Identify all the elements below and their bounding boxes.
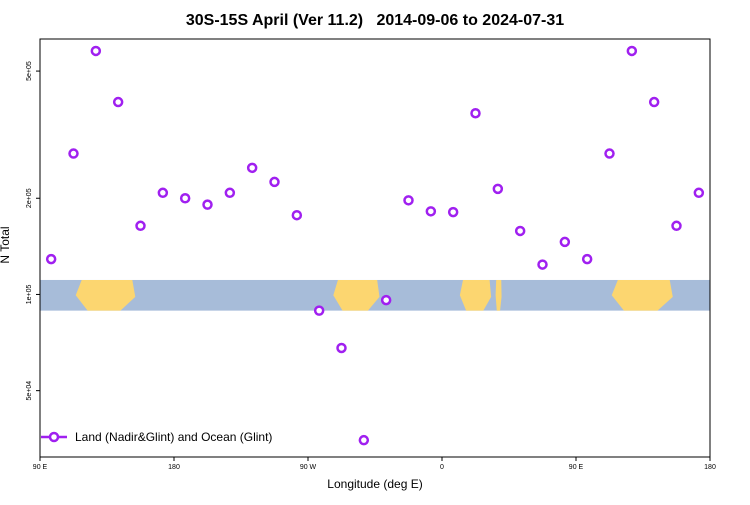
axis-ticks: 90 E 180 90 W 0 90 E 180 5e+04 1e+05 2e+05 5e+05 xyxy=(26,61,716,471)
y-tick-label: 1e+05 xyxy=(26,285,33,305)
data-point xyxy=(45,253,57,265)
data-point xyxy=(313,305,325,316)
data-point xyxy=(157,187,169,199)
data-points xyxy=(45,45,705,446)
data-point xyxy=(671,220,682,232)
data-point xyxy=(224,187,236,199)
data-point xyxy=(358,434,370,446)
y-tick-label: 5e+05 xyxy=(26,61,33,81)
x-tick-label: 180 xyxy=(168,464,180,471)
data-point xyxy=(246,162,258,174)
x-tick-label: 90 W xyxy=(300,464,317,471)
data-point xyxy=(403,195,414,206)
data-point xyxy=(693,187,705,199)
data-point xyxy=(492,183,504,195)
chart-title: 30S-15S April (Ver 11.2) 2014-09-06 to 2… xyxy=(186,12,564,29)
data-point xyxy=(470,107,481,119)
map-land xyxy=(611,279,673,311)
x-tick-label: 0 xyxy=(440,464,444,471)
map-band xyxy=(40,279,710,311)
map-land xyxy=(495,279,502,311)
map-land xyxy=(75,279,136,311)
data-point xyxy=(68,148,79,159)
data-point xyxy=(447,206,459,218)
map-land xyxy=(333,279,380,311)
data-point xyxy=(648,96,660,108)
y-tick-label: 2e+05 xyxy=(26,188,33,208)
data-point xyxy=(537,259,548,270)
plot-frame xyxy=(39,38,711,458)
data-point xyxy=(626,45,638,57)
data-point xyxy=(202,199,213,210)
data-point xyxy=(514,225,526,237)
data-point xyxy=(425,206,437,217)
x-tick-label: 90 E xyxy=(569,464,584,471)
map-land xyxy=(459,279,492,311)
y-axis-label: N Total xyxy=(0,226,12,263)
legend: Land (Nadir&Glint) and Ocean (Glint) xyxy=(41,430,272,444)
x-axis-label: Longitude (deg E) xyxy=(327,477,422,491)
y-tick-label: 5e+04 xyxy=(26,381,33,401)
x-tick-label: 90 E xyxy=(33,464,48,471)
data-point xyxy=(581,253,593,265)
data-point xyxy=(179,192,191,204)
legend-label: Land (Nadir&Glint) and Ocean (Glint) xyxy=(75,430,272,444)
data-point xyxy=(112,96,124,108)
data-point xyxy=(269,176,280,188)
data-point xyxy=(380,294,392,306)
data-point xyxy=(336,342,347,354)
data-point xyxy=(604,148,615,159)
data-point xyxy=(291,209,303,221)
data-point xyxy=(559,236,571,248)
legend-marker-swatch xyxy=(48,431,60,443)
data-point xyxy=(135,220,146,232)
data-point xyxy=(90,45,102,57)
x-tick-label: 180 xyxy=(704,464,716,471)
